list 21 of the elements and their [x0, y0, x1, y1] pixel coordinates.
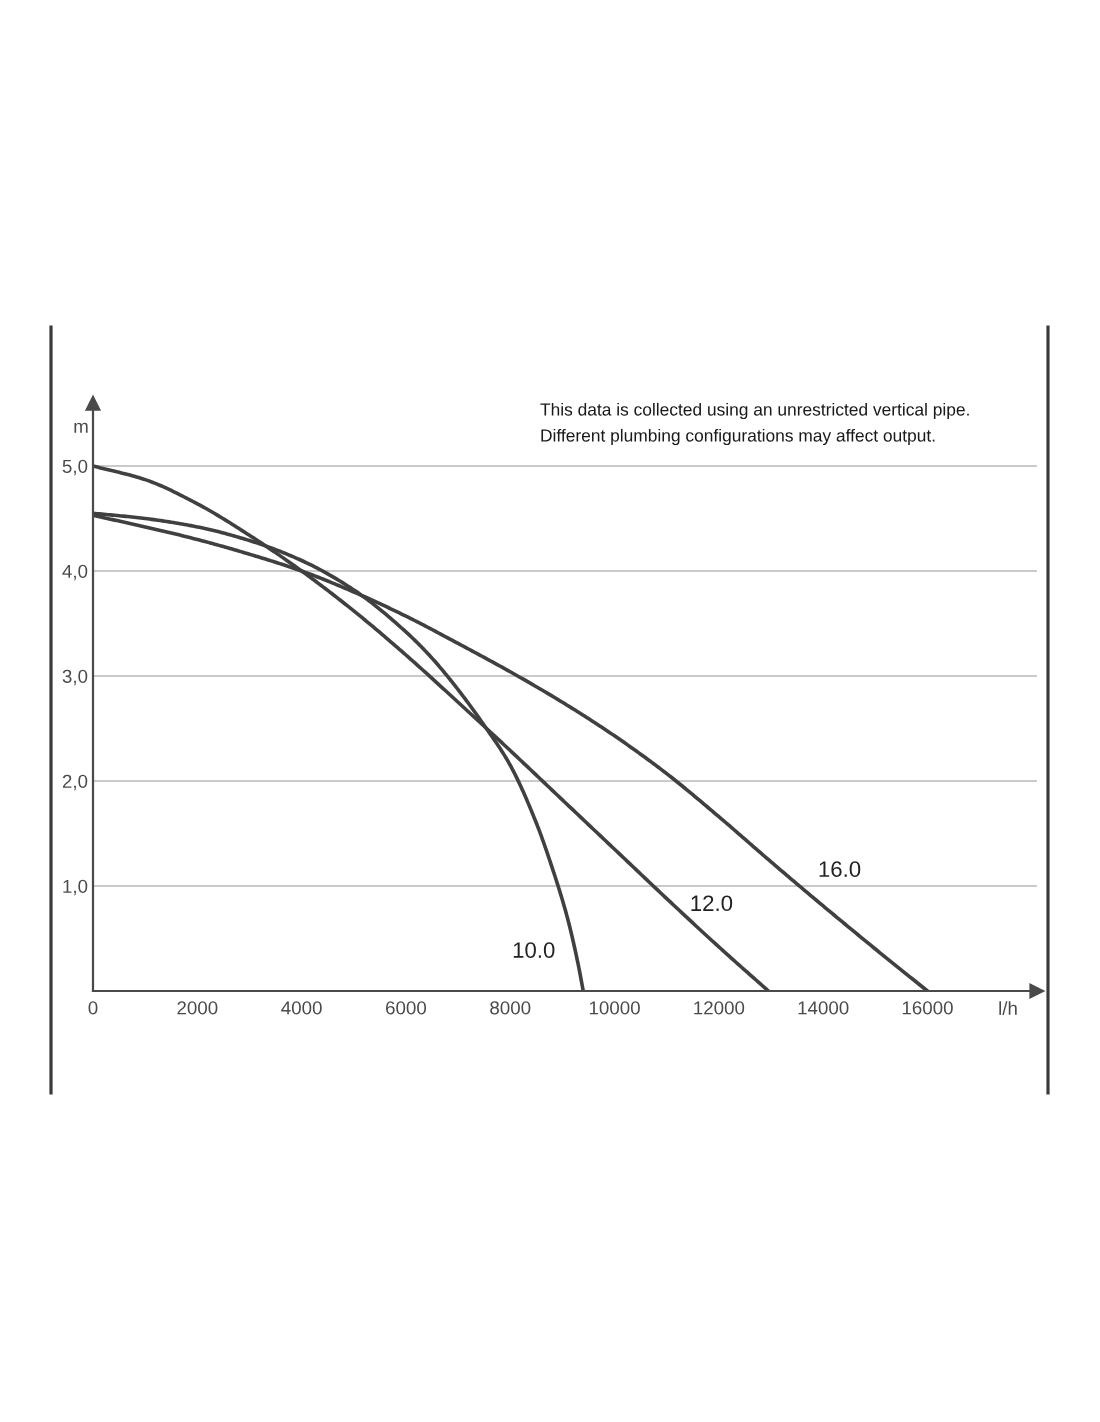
x-tick-label: 0	[88, 1001, 98, 1015]
x-tick-label: 12000	[694, 1001, 745, 1015]
x-tick-label: 2000	[177, 1001, 218, 1015]
y-tick-label: 3,0	[62, 669, 88, 686]
x-tick-label: 8000	[490, 1001, 531, 1015]
y-tick-label: 1,0	[63, 879, 88, 896]
x-axis-title: l/h	[999, 1001, 1017, 1016]
x-tick-label: 16000	[902, 1001, 953, 1015]
series-label: 10.0	[513, 942, 555, 958]
y-tick-label: 4,0	[62, 564, 88, 581]
x-tick-label: 10000	[589, 1001, 640, 1015]
series-label: 16.0	[819, 861, 861, 878]
series-label: 12.0	[691, 895, 733, 912]
y-tick-label: 5,0	[62, 459, 88, 476]
annotation: Different plumbing configurations may affect output.	[541, 428, 935, 446]
y-tick-label: 2,0	[62, 774, 88, 791]
x-tick-label: 4000	[281, 1001, 322, 1015]
y-axis-title: m	[74, 422, 88, 433]
x-tick-label: 14000	[798, 1001, 849, 1015]
annotation: This data is collected using an unrestricted vertical pipe.	[540, 402, 969, 420]
x-tick-label: 6000	[386, 1001, 427, 1015]
